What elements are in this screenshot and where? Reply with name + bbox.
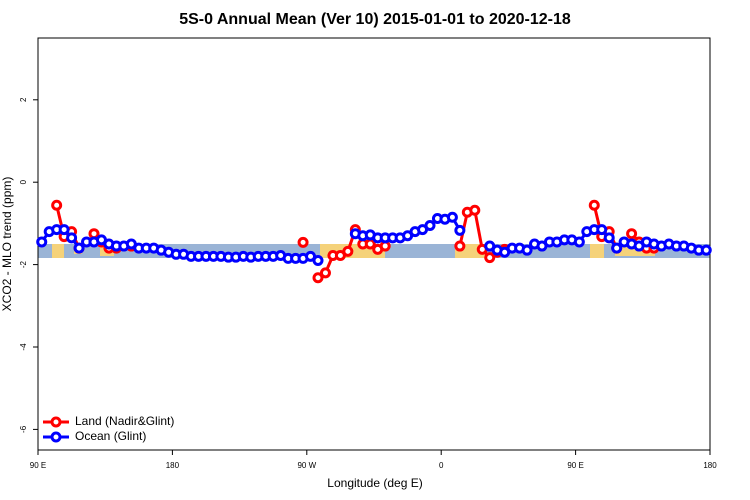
y-tick-label: -4 [19, 343, 28, 351]
data-point [58, 224, 70, 236]
data-point [484, 252, 496, 264]
data-point [573, 236, 585, 248]
x-tick-label: 90 W [297, 461, 316, 470]
data-point [73, 242, 85, 254]
data-point [454, 240, 466, 252]
x-tick-label: 180 [166, 461, 180, 470]
data-point [611, 242, 623, 254]
y-tick-label: 2 [19, 97, 28, 102]
data-point [446, 211, 458, 223]
data-point [521, 244, 533, 256]
data-point [596, 224, 608, 236]
y-tick-label: -2 [19, 260, 28, 268]
data-point [319, 267, 331, 279]
data-point [66, 232, 78, 244]
data-point [454, 224, 466, 236]
data-point [469, 204, 481, 216]
legend-marker [50, 416, 62, 428]
chart-title: 5S-0 Annual Mean (Ver 10) 2015-01-01 to … [179, 11, 571, 28]
legend-marker [50, 431, 62, 443]
y-axis-label: XCO2 - MLO trend (ppm) [0, 177, 14, 312]
data-point [603, 232, 615, 244]
data-point [312, 254, 324, 266]
x-tick-label: 90 E [567, 461, 583, 470]
data-point [297, 236, 309, 248]
x-axis-label: Longitude (deg E) [327, 476, 422, 490]
data-point [626, 228, 638, 240]
x-tick-label: 90 E [30, 461, 46, 470]
data-point [700, 244, 712, 256]
x-tick-label: 180 [703, 461, 717, 470]
data-point [312, 272, 324, 284]
y-tick-label: 0 [19, 179, 28, 184]
data-point [51, 199, 63, 211]
data-point [424, 219, 436, 231]
data-point [342, 245, 354, 257]
legend-label: Land (Nadir&Glint) [75, 414, 174, 428]
data-point [588, 199, 600, 211]
y-tick-label: -6 [19, 425, 28, 433]
legend-label: Ocean (Glint) [75, 429, 146, 443]
x-tick-label: 0 [439, 461, 444, 470]
data-point [36, 236, 48, 248]
